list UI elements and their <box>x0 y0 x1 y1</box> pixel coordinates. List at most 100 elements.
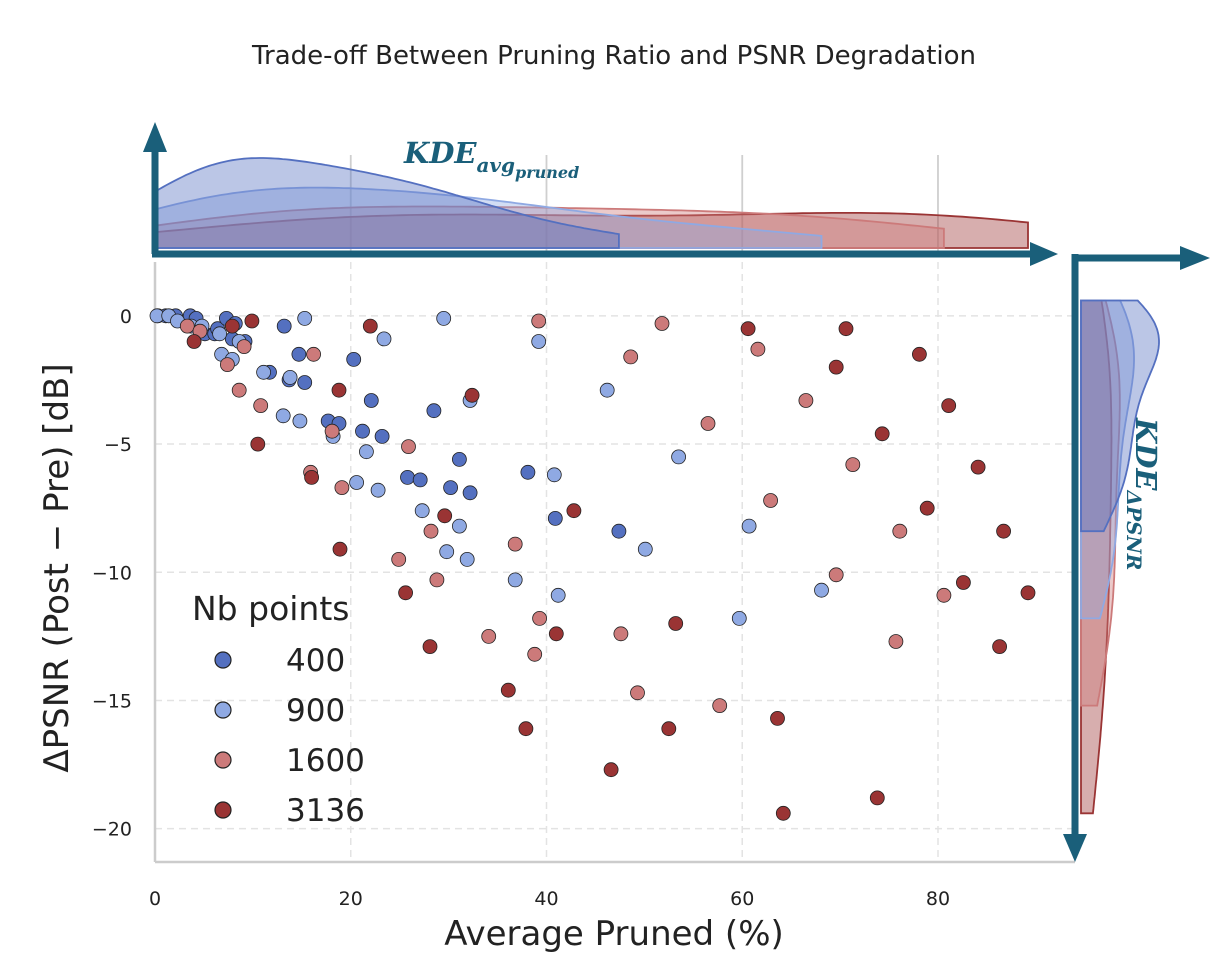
point-3136-24 <box>869 790 885 806</box>
point-400-27 <box>451 451 467 467</box>
point-900-31 <box>671 449 686 465</box>
point-400-19 <box>346 351 362 367</box>
kde-y-label-sub: ΔPSNR <box>1122 489 1146 570</box>
point-900-13 <box>297 310 313 326</box>
point-3136-19 <box>740 321 756 337</box>
point-3136-13 <box>518 721 534 737</box>
kde-y-curve-400 <box>1080 299 1160 533</box>
point-900-33 <box>741 518 757 534</box>
point-1600-13 <box>429 572 445 588</box>
point-1600-24 <box>712 698 728 713</box>
point-1600-3 <box>236 339 252 355</box>
point-400-22 <box>374 428 390 444</box>
point-3136-9 <box>422 639 438 654</box>
point-3136-29 <box>956 575 971 590</box>
legend-label-400: 400 <box>286 643 345 679</box>
point-3136-23 <box>838 321 854 337</box>
point-1600-15 <box>507 536 523 552</box>
legend: Nb points 400 900 1600 3136 <box>192 589 365 829</box>
point-3136-26 <box>912 346 927 362</box>
point-900-32 <box>731 611 747 626</box>
y-tick-label-3: −15 <box>92 690 132 712</box>
point-3136-31 <box>992 639 1007 654</box>
point-3136-28 <box>941 398 957 414</box>
marginal-arrows <box>143 122 1210 862</box>
x-tick-label-2: 40 <box>534 888 558 910</box>
point-1600-19 <box>613 626 629 642</box>
kde-x-curve-900 <box>157 186 823 249</box>
point-1600-21 <box>630 685 645 701</box>
point-400-26 <box>443 480 459 496</box>
point-900-28 <box>550 587 566 603</box>
point-3136-8 <box>398 585 414 601</box>
point-1600-18 <box>532 611 547 626</box>
point-900-25 <box>507 572 523 588</box>
point-1600-29 <box>845 457 861 473</box>
point-3136-0 <box>186 334 202 349</box>
y-tick-label-1: −5 <box>104 434 132 456</box>
point-900-22 <box>451 518 467 534</box>
point-900-11 <box>282 369 298 385</box>
point-3136-10 <box>437 508 453 524</box>
kde-x-label-base: KDE <box>403 136 477 170</box>
kde-x-label-sub: avg <box>476 153 515 177</box>
point-3136-18 <box>668 616 684 631</box>
point-900-18 <box>376 331 392 347</box>
x-tick-label-3: 60 <box>730 888 754 910</box>
point-1600-10 <box>391 552 407 567</box>
point-3136-5 <box>331 382 347 398</box>
point-400-15 <box>291 346 307 362</box>
x-tick-label-0: 0 <box>149 888 161 910</box>
point-3136-4 <box>304 469 320 485</box>
point-400-29 <box>520 464 536 480</box>
kde-x-curve-400 <box>157 157 620 249</box>
grid-lines <box>154 155 1075 862</box>
arrowhead-right-horizontal <box>1180 246 1210 270</box>
x-axis-label: Average Pruned (%) <box>444 914 784 954</box>
point-1600-27 <box>798 393 814 408</box>
x-tick-label-4: 80 <box>926 888 950 910</box>
legend-label-1600: 1600 <box>286 743 365 779</box>
point-3136-15 <box>566 503 582 519</box>
point-900-19 <box>414 503 430 519</box>
y-tick-label-0: 0 <box>120 306 132 328</box>
kde-y-label-base: KDE <box>1129 417 1163 491</box>
point-400-30 <box>547 511 563 526</box>
point-1600-8 <box>324 423 340 439</box>
axes <box>153 262 1075 864</box>
point-1600-25 <box>750 341 766 357</box>
y-axis-label: ΔPSNR (Post − Pre) [dB] <box>37 363 77 772</box>
point-3136-1 <box>224 318 240 334</box>
point-400-31 <box>611 523 627 539</box>
point-1600-20 <box>623 349 639 365</box>
arrowhead-top-vertical <box>143 122 167 152</box>
point-1600-30 <box>888 634 904 649</box>
kde-x-label-subsub: pruned <box>515 163 579 182</box>
point-3136-20 <box>770 711 785 726</box>
point-900-16 <box>358 444 374 460</box>
point-3136-3 <box>250 436 266 452</box>
point-900-10 <box>275 408 291 424</box>
marginal-kde-y <box>1080 299 1160 815</box>
legend-marker-900 <box>214 701 232 719</box>
point-900-12 <box>292 413 308 429</box>
point-3136-27 <box>919 500 935 516</box>
point-3136-16 <box>603 762 619 778</box>
point-3136-2 <box>244 313 260 329</box>
point-3136-33 <box>1020 585 1036 601</box>
marginal-kde-x <box>157 157 1029 249</box>
point-900-29 <box>599 382 615 398</box>
point-900-9 <box>256 364 272 380</box>
point-400-23 <box>400 469 415 485</box>
point-3136-32 <box>996 523 1011 539</box>
point-400-13 <box>276 318 292 334</box>
point-1600-5 <box>253 398 269 414</box>
point-3136-11 <box>464 387 480 403</box>
y-tick-label-2: −10 <box>92 562 132 584</box>
point-3136-7 <box>362 318 378 334</box>
point-900-23 <box>459 552 475 567</box>
point-900-30 <box>637 541 653 557</box>
point-1600-31 <box>892 523 908 539</box>
